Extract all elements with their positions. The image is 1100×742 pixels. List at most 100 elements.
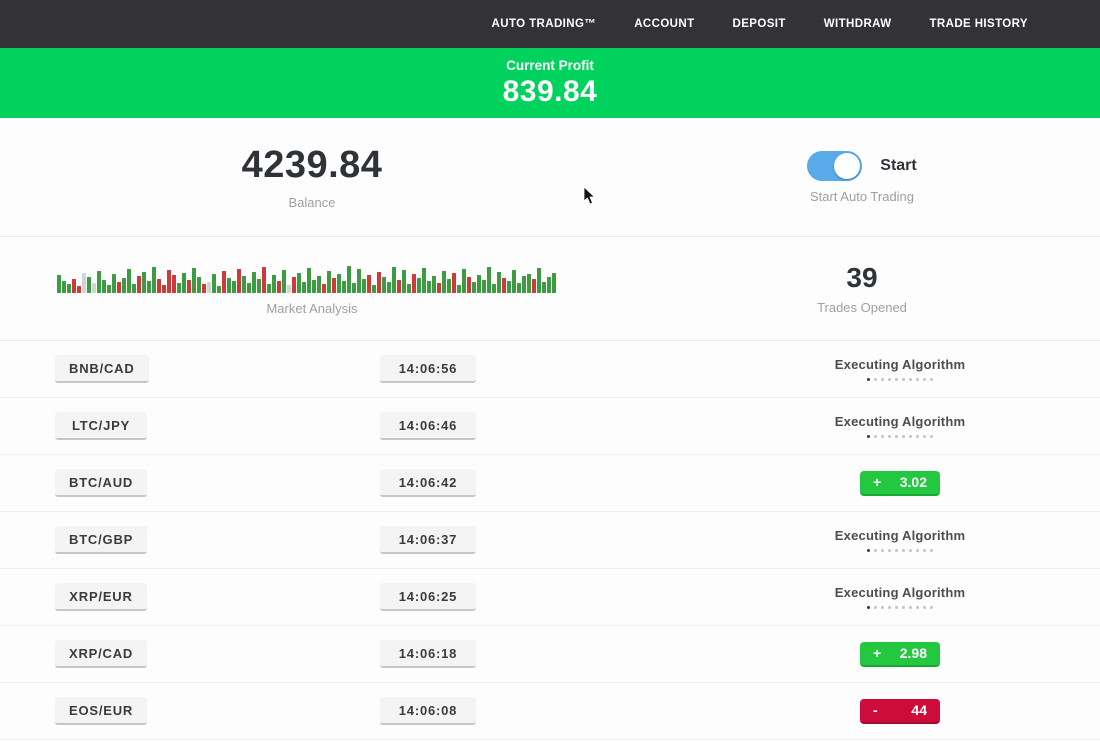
progress-dots bbox=[867, 378, 933, 381]
chart-bar bbox=[217, 286, 221, 293]
chart-bar bbox=[197, 277, 201, 293]
nav-deposit[interactable]: DEPOSIT bbox=[732, 18, 786, 30]
progress-dot bbox=[881, 378, 884, 381]
pair-badge[interactable]: XRP/EUR bbox=[55, 583, 147, 611]
chart-bar bbox=[207, 282, 211, 293]
executing-algorithm-label: Executing Algorithm bbox=[834, 585, 966, 600]
progress-dot bbox=[881, 549, 884, 552]
chart-bar bbox=[287, 285, 291, 293]
chart-bar bbox=[177, 283, 181, 293]
chart-bar bbox=[342, 281, 346, 293]
progress-dot bbox=[895, 549, 898, 552]
toggle-knob bbox=[834, 152, 861, 179]
chart-bar bbox=[72, 279, 76, 293]
chart-bar bbox=[272, 275, 276, 293]
chart-bar bbox=[92, 283, 96, 293]
progress-dot bbox=[902, 435, 905, 438]
result-sign: + bbox=[873, 474, 882, 490]
result-sign: + bbox=[873, 645, 882, 661]
chart-bar bbox=[427, 281, 431, 293]
progress-dot bbox=[923, 606, 926, 609]
pair-badge[interactable]: XRP/CAD bbox=[55, 640, 148, 668]
progress-dot bbox=[888, 606, 891, 609]
chart-bar bbox=[122, 278, 126, 293]
balance-label: Balance bbox=[288, 195, 336, 210]
chart-bar bbox=[232, 281, 236, 293]
chart-bar bbox=[237, 269, 241, 293]
chart-bar bbox=[277, 281, 281, 293]
chart-bar bbox=[297, 273, 301, 293]
chart-bar bbox=[537, 268, 541, 293]
chart-bar bbox=[107, 285, 111, 293]
chart-bar bbox=[67, 284, 71, 293]
chart-bar bbox=[152, 267, 156, 293]
chart-bar bbox=[227, 278, 231, 293]
chart-bar bbox=[417, 278, 421, 293]
chart-bar bbox=[432, 276, 436, 293]
trade-status-cell: +2.98 bbox=[785, 641, 1015, 667]
pair-badge[interactable]: BTC/AUD bbox=[55, 469, 148, 497]
chart-bar bbox=[292, 277, 296, 293]
chart-bar bbox=[322, 284, 326, 293]
trade-time-badge: 14:06:37 bbox=[380, 526, 476, 554]
result-value: 44 bbox=[911, 702, 927, 718]
progress-dot bbox=[916, 606, 919, 609]
progress-dot bbox=[909, 378, 912, 381]
trade-status-cell: Executing Algorithm bbox=[785, 528, 1015, 552]
table-row: BTC/GBP 14:06:37 Executing Algorithm bbox=[0, 512, 1100, 569]
chart-bar bbox=[147, 281, 151, 293]
table-row: BNB/CAD 14:06:56 Executing Algorithm bbox=[0, 341, 1100, 398]
nav-trade-history[interactable]: TRADE HISTORY bbox=[929, 18, 1028, 30]
trades-opened-count: 39 bbox=[846, 262, 878, 293]
progress-dot bbox=[923, 549, 926, 552]
chart-bar bbox=[507, 281, 511, 293]
chart-bar bbox=[542, 282, 546, 293]
chart-bar bbox=[187, 280, 191, 293]
balance-section: 4239.84 Balance Start Start Auto Trading bbox=[0, 118, 1100, 237]
chart-bar bbox=[222, 271, 226, 293]
pair-badge[interactable]: EOS/EUR bbox=[55, 697, 148, 725]
pair-badge[interactable]: BTC/GBP bbox=[55, 526, 148, 554]
chart-bar bbox=[447, 279, 451, 293]
pair-badge[interactable]: BNB/CAD bbox=[55, 355, 149, 383]
trade-time-badge: 14:06:25 bbox=[380, 583, 476, 611]
chart-bar bbox=[242, 276, 246, 293]
chart-bar bbox=[477, 275, 481, 293]
current-profit-value: 839.84 bbox=[502, 74, 598, 108]
loss-badge: - 44 bbox=[860, 698, 940, 724]
nav-auto-trading[interactable]: AUTO TRADING™ bbox=[491, 18, 597, 30]
progress-dot bbox=[902, 378, 905, 381]
chart-bar bbox=[132, 284, 136, 293]
pair-badge[interactable]: LTC/JPY bbox=[55, 412, 147, 440]
chart-bar bbox=[547, 277, 551, 293]
chart-bar bbox=[367, 275, 371, 293]
progress-dot bbox=[874, 435, 877, 438]
chart-bar bbox=[382, 277, 386, 293]
chart-bar bbox=[357, 269, 361, 293]
table-row: LTC/JPY 14:06:46 Executing Algorithm bbox=[0, 398, 1100, 455]
progress-dot bbox=[902, 606, 905, 609]
chart-bar bbox=[212, 274, 216, 293]
market-analysis-label: Market Analysis bbox=[266, 301, 358, 316]
chart-bar bbox=[517, 283, 521, 293]
chart-bar bbox=[307, 268, 311, 293]
chart-bar bbox=[377, 272, 381, 293]
toggle-label: Start bbox=[880, 156, 917, 174]
balance-value: 4239.84 bbox=[241, 144, 383, 186]
progress-dot bbox=[881, 606, 884, 609]
progress-dot bbox=[867, 606, 870, 609]
chart-bar bbox=[552, 273, 556, 293]
nav-account[interactable]: ACCOUNT bbox=[634, 18, 695, 30]
auto-trading-toggle[interactable] bbox=[807, 150, 863, 181]
nav-withdraw[interactable]: WITHDRAW bbox=[823, 18, 892, 30]
chart-bar bbox=[182, 273, 186, 293]
chart-bar bbox=[97, 271, 101, 293]
chart-bar bbox=[302, 282, 306, 293]
result-value: 2.98 bbox=[899, 645, 927, 661]
progress-dot bbox=[867, 378, 870, 381]
trade-status-cell: Executing Algorithm bbox=[785, 357, 1015, 381]
executing-algorithm-label: Executing Algorithm bbox=[834, 528, 966, 543]
table-row: EOS/EUR 14:06:08 - 44 bbox=[0, 683, 1100, 740]
chart-bar bbox=[142, 272, 146, 293]
